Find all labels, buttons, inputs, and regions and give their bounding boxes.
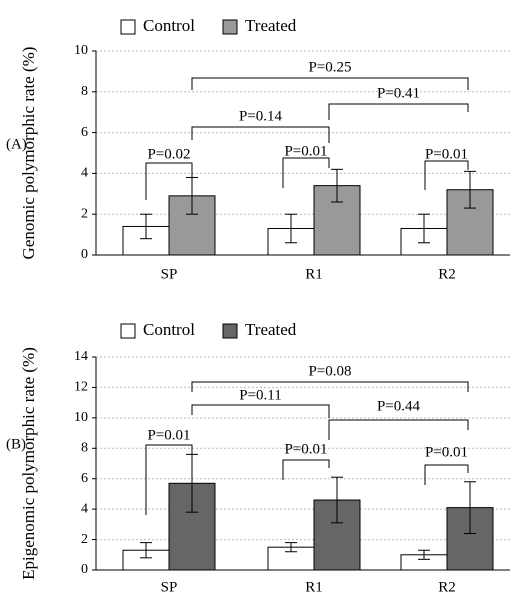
annotation: P=0.01 [284,441,327,457]
significance-bracket [145,162,193,200]
significance-bracket [328,419,469,440]
annotation: P=0.11 [239,387,282,403]
x-tick-label: R1 [305,266,323,282]
y-tick-label: 14 [74,349,88,364]
legend-label: Control [143,16,195,35]
significance-bracket [424,160,469,190]
annotation: P=0.25 [308,59,351,75]
x-tick-label: R2 [438,266,456,282]
y-tick-label: 6 [81,471,88,486]
panel-label: (B) [6,436,26,452]
significance-bracket [282,459,330,480]
legend-label: Control [143,320,195,339]
significance-bracket [191,77,469,90]
y-tick-label: 0 [81,562,88,577]
y-axis-label: Epigenomic polymorphic rate (%) [19,347,38,580]
significance-bracket [282,157,330,188]
panel-label: (A) [6,136,27,152]
annotation: P=0.02 [147,146,190,162]
annotation: P=0.14 [239,108,283,124]
legend-swatch [120,19,136,35]
significance-bracket [191,381,469,392]
x-tick-label: R2 [438,579,456,595]
y-tick-label: 6 [81,125,88,140]
significance-bracket [191,404,330,418]
y-tick-label: 4 [81,166,88,181]
y-axis-label: Genomic polymorphic rate (%) [19,47,38,260]
annotation: P=0.01 [147,427,190,443]
y-tick-label: 8 [81,441,88,456]
significance-bracket [424,464,469,485]
annotation: P=0.44 [377,398,421,414]
y-tick-label: 10 [74,410,88,425]
x-tick-label: SP [161,266,178,282]
y-tick-label: 2 [81,532,88,547]
significance-bracket [328,103,469,120]
x-tick-label: SP [161,579,178,595]
y-tick-label: 2 [81,206,88,221]
significance-bracket [145,444,193,515]
y-tick-label: 0 [81,247,88,262]
x-tick-label: R1 [305,579,323,595]
legend-swatch [222,19,238,35]
y-tick-label: 10 [74,43,88,58]
annotation: P=0.41 [377,85,420,101]
legend-label: Treated [245,320,297,339]
significance-bracket [191,126,330,143]
annotation: P=0.01 [425,146,468,162]
legend-swatch [120,323,136,339]
legend-label: Treated [245,16,297,35]
legend-swatch [222,323,238,339]
annotation: P=0.01 [284,143,327,159]
annotation: P=0.01 [425,444,468,460]
y-tick-label: 8 [81,84,88,99]
y-tick-label: 4 [81,501,88,516]
y-tick-label: 12 [74,380,88,395]
annotation: P=0.08 [308,363,351,379]
